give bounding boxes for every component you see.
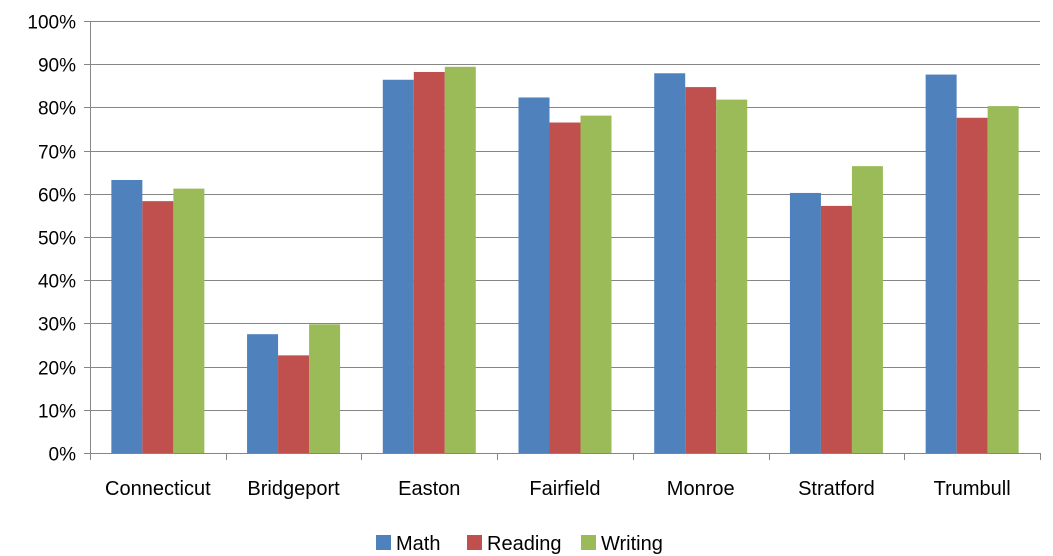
x-tick-label: Stratford [798, 478, 875, 500]
y-tick-label: 30% [38, 315, 76, 336]
bar-writing-fairfield [580, 115, 612, 453]
x-tick-label: Trumbull [934, 478, 1011, 500]
bar-reading-connecticut [142, 201, 174, 453]
y-tick-label: 20% [38, 359, 76, 380]
legend-label-math: Math [396, 533, 440, 555]
bar-math-connecticut [111, 179, 143, 453]
y-tick-label: 100% [27, 13, 76, 34]
y-tick-label: 80% [38, 99, 76, 120]
bar-reading-easton [413, 71, 445, 453]
x-tick-label: Bridgeport [247, 478, 340, 500]
legend-label-reading: Reading [487, 533, 562, 555]
y-tick-label: 60% [38, 186, 76, 207]
bar-reading-trumbull [956, 117, 988, 453]
bar-writing-monroe [716, 99, 748, 454]
y-tick-label: 90% [38, 56, 76, 77]
bar-math-stratford [789, 192, 821, 453]
bar-writing-easton [444, 66, 476, 454]
y-tick-label: 70% [38, 143, 76, 164]
bar-math-easton [382, 79, 414, 453]
legend-swatch-reading [467, 535, 482, 550]
legend-label-writing: Writing [601, 533, 663, 555]
y-tick-label: 0% [49, 445, 77, 466]
x-tick-label: Monroe [667, 478, 735, 500]
bar-writing-bridgeport [309, 324, 341, 453]
legend-swatch-math [376, 535, 391, 550]
x-tick-label: Fairfield [529, 478, 600, 500]
bar-writing-trumbull [987, 106, 1019, 453]
y-tick-labels: 0% 10% 20% 30% 40% 50% 60% 70% 80% 90% 100% [27, 13, 76, 466]
bar-writing-stratford [851, 166, 883, 454]
bar-math-monroe [654, 73, 686, 453]
bar-reading-monroe [685, 87, 717, 453]
y-tick-label: 40% [38, 272, 76, 293]
y-tick-label: 10% [38, 402, 76, 423]
x-tick-label: Easton [398, 478, 460, 500]
y-tick-label: 50% [38, 229, 76, 250]
bar-math-bridgeport [247, 334, 279, 453]
axes [84, 21, 1041, 460]
bar-math-fairfield [518, 97, 550, 454]
bar-reading-fairfield [549, 122, 581, 454]
bar-reading-bridgeport [278, 355, 310, 453]
legend: Math Reading Writing [376, 533, 663, 555]
x-tick-labels: Connecticut Bridgeport Easton Fairfield Monr… [105, 478, 1011, 500]
bar-reading-stratford [820, 205, 852, 453]
bar-math-trumbull [925, 74, 957, 454]
bars [111, 66, 1019, 454]
x-tick-label: Connecticut [105, 478, 211, 500]
bar-writing-connecticut [173, 188, 205, 453]
legend-swatch-writing [581, 535, 596, 550]
